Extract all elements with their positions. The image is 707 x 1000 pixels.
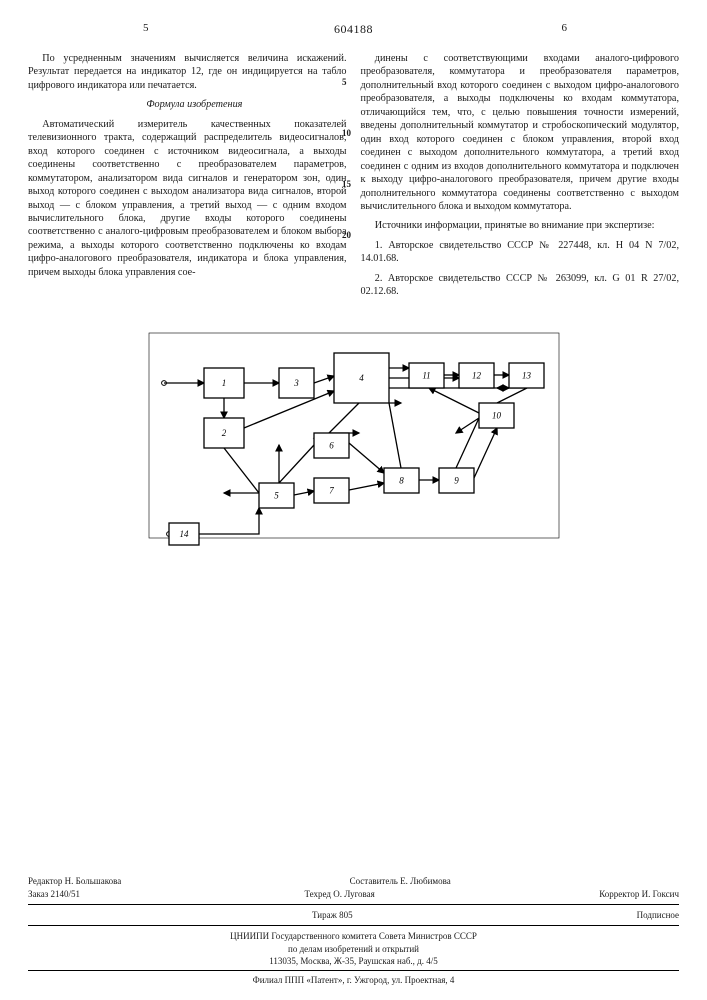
svg-text:7: 7 xyxy=(329,485,334,495)
svg-text:9: 9 xyxy=(454,475,459,485)
diagram-svg: 1234567891011121314 xyxy=(129,313,579,563)
patent-number: 604188 xyxy=(28,22,679,37)
right-column: динены с соответствующими входами аналог… xyxy=(361,52,680,305)
paragraph: динены с соответствующими входами аналог… xyxy=(361,52,680,213)
page-header: 5 604188 6 xyxy=(28,20,679,46)
block-diagram: 1234567891011121314 xyxy=(28,313,679,563)
svg-text:6: 6 xyxy=(329,440,334,450)
left-column: По усредненным значениям вычисляется вел… xyxy=(28,52,347,305)
svg-text:4: 4 xyxy=(359,373,364,383)
corrector: Корректор И. Гоксич xyxy=(599,888,679,900)
formula-heading: Формула изобретения xyxy=(28,98,347,111)
svg-text:14: 14 xyxy=(179,529,189,539)
techred: Техред О. Луговая xyxy=(304,888,374,900)
line-number-marks: 5 10 15 20 xyxy=(342,78,351,240)
svg-text:8: 8 xyxy=(399,475,404,485)
svg-text:2: 2 xyxy=(221,428,226,438)
publisher-line: 113035, Москва, Ж-35, Раушская наб., д. … xyxy=(28,955,679,967)
order-number: Заказ 2140/51 xyxy=(28,888,80,900)
tirazh: Тираж 805 xyxy=(312,909,353,921)
paragraph: 1. Авторское свидетельство СССР № 227448… xyxy=(361,239,680,266)
line-mark: 10 xyxy=(342,129,351,138)
paragraph: Автоматический измеритель качественных п… xyxy=(28,118,347,279)
svg-text:3: 3 xyxy=(293,378,299,388)
compiler: Составитель Е. Любимова xyxy=(350,875,451,887)
paragraph: Источники информации, принятые во вниман… xyxy=(361,219,680,232)
svg-text:10: 10 xyxy=(492,410,502,420)
svg-text:5: 5 xyxy=(274,490,279,500)
colophon: Редактор Н. Большакова Составитель Е. Лю… xyxy=(28,875,679,986)
page-number-right: 6 xyxy=(562,22,568,34)
publisher-line: Филиал ППП «Патент», г. Ужгород, ул. Про… xyxy=(28,970,679,986)
sign: Подписное xyxy=(637,909,679,921)
text-columns: По усредненным значениям вычисляется вел… xyxy=(28,52,679,305)
svg-text:13: 13 xyxy=(522,370,532,380)
line-mark: 5 xyxy=(342,78,351,87)
publisher-line: ЦНИИПИ Государственного комитета Совета … xyxy=(28,930,679,942)
editor: Редактор Н. Большакова xyxy=(28,875,121,887)
svg-text:1: 1 xyxy=(221,378,226,388)
paragraph: 2. Авторское свидетельство СССР № 263099… xyxy=(361,272,680,299)
line-mark: 20 xyxy=(342,231,351,240)
line-mark: 15 xyxy=(342,180,351,189)
svg-text:11: 11 xyxy=(422,370,430,380)
publisher-line: по делам изобретений и открытий xyxy=(28,943,679,955)
svg-text:12: 12 xyxy=(472,370,482,380)
paragraph: По усредненным значениям вычисляется вел… xyxy=(28,52,347,92)
